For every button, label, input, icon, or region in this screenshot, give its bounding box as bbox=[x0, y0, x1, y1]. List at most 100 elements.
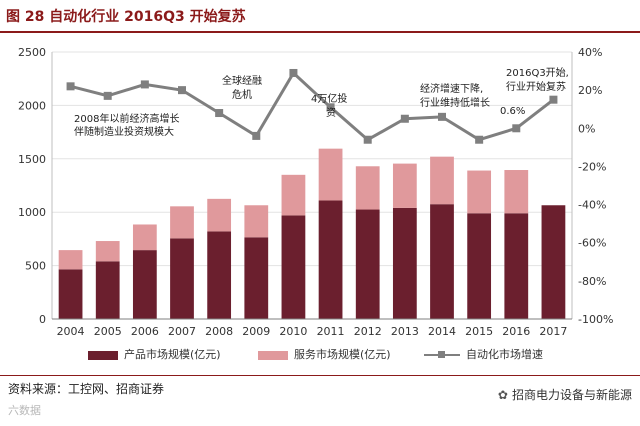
right-tick-label: -100% bbox=[578, 313, 613, 326]
right-tick-label: -60% bbox=[578, 237, 606, 250]
growth-marker bbox=[363, 135, 372, 144]
bar-service bbox=[170, 206, 194, 239]
x-tick-label: 2015 bbox=[465, 325, 493, 338]
legend-label-product: 产品市场规模(亿元) bbox=[124, 348, 221, 361]
legend-swatch-product bbox=[88, 350, 118, 360]
bar-product bbox=[541, 205, 566, 319]
x-tick-label: 2013 bbox=[391, 325, 419, 338]
source-note: 资料来源：工控网、招商证券 bbox=[8, 382, 165, 396]
bar-product bbox=[170, 238, 194, 319]
growth-marker bbox=[549, 95, 558, 104]
bar-product bbox=[392, 207, 417, 319]
bar-product bbox=[504, 213, 529, 319]
growth-marker bbox=[512, 124, 521, 133]
annotation-value: 0.6% bbox=[500, 106, 525, 117]
bar-product bbox=[355, 209, 380, 319]
wechat-icon: ✿ bbox=[497, 388, 508, 402]
annotation-2008-line1: 2008年以前经济高增长 bbox=[74, 112, 179, 125]
bar-service bbox=[355, 166, 380, 210]
bar-service bbox=[318, 148, 343, 201]
annotation-crisis-line2: 危机 bbox=[232, 88, 252, 101]
bar-product bbox=[430, 204, 454, 319]
x-tick-label: 2005 bbox=[94, 325, 122, 338]
bar-service bbox=[504, 170, 529, 214]
annotation-slowdown-line1: 经济增速下降, bbox=[420, 82, 483, 95]
legend-label-service: 服务市场规模(亿元) bbox=[294, 348, 391, 361]
growth-marker bbox=[400, 114, 409, 123]
growth-polyline bbox=[70, 70, 555, 142]
bar-service bbox=[392, 163, 417, 208]
source-rule bbox=[0, 375, 640, 376]
bar-product bbox=[244, 237, 269, 319]
growth-marker bbox=[438, 112, 446, 121]
title-rule bbox=[0, 31, 640, 33]
x-tick-label: 2006 bbox=[131, 325, 159, 338]
bar-product bbox=[281, 215, 306, 319]
left-tick-label: 500 bbox=[25, 260, 46, 273]
growth-marker bbox=[178, 86, 186, 95]
right-tick-label: 40% bbox=[578, 46, 602, 59]
watermark: 六数据 bbox=[8, 404, 41, 417]
growth-marker bbox=[289, 68, 298, 77]
brand-label: ✿ 招商电力设备与新能源 bbox=[498, 386, 632, 403]
growth-marker bbox=[475, 135, 484, 144]
left-tick-label: 1000 bbox=[18, 206, 46, 219]
x-tick-label: 2012 bbox=[354, 325, 382, 338]
x-tick-label: 2004 bbox=[57, 325, 85, 338]
chart-svg: 0 500 1000 1500 2000 2500 40% 20% 0% -20% -40% -60%… bbox=[18, 46, 613, 338]
growth-marker bbox=[66, 82, 75, 91]
bar-service bbox=[95, 241, 120, 262]
growth-marker bbox=[215, 109, 224, 118]
bar-product bbox=[318, 200, 343, 319]
axes: 0 500 1000 1500 2000 2500 40% 20% 0% -20% -40% -60%… bbox=[18, 46, 613, 338]
annotation-2008-line2: 伴随制造业投资规模大 bbox=[74, 125, 174, 138]
bar-service bbox=[430, 156, 454, 205]
x-tick-label: 2010 bbox=[279, 325, 307, 338]
annotation-crisis-line1: 全球经融 bbox=[222, 74, 262, 87]
bar-service bbox=[244, 205, 269, 238]
legend-swatch-service bbox=[258, 350, 288, 360]
left-tick-label: 2500 bbox=[18, 46, 46, 59]
right-tick-label: -40% bbox=[578, 199, 606, 212]
annotation-recovery-line1: 2016Q3开始, bbox=[506, 66, 569, 79]
x-tick-label: 2008 bbox=[205, 325, 233, 338]
x-tick-label: 2009 bbox=[242, 325, 270, 338]
x-tick-label: 2011 bbox=[317, 325, 345, 338]
growth-marker bbox=[103, 91, 112, 100]
right-tick-label: 20% bbox=[578, 84, 602, 97]
annotation-recovery-line2: 行业开始复苏 bbox=[506, 80, 566, 93]
title-bar: 图 28 自动化行业 2016Q3 开始复苏 bbox=[0, 0, 640, 30]
left-tick-label: 0 bbox=[39, 313, 46, 326]
brand-text: 招商电力设备与新能源 bbox=[511, 388, 632, 402]
annotation-slowdown-line2: 行业维持低增长 bbox=[420, 96, 490, 109]
bar-service bbox=[207, 198, 232, 232]
left-tick-label: 1500 bbox=[18, 153, 46, 166]
bar-product bbox=[58, 269, 83, 319]
x-tick-label: 2007 bbox=[168, 325, 196, 338]
bar-service bbox=[132, 224, 157, 251]
right-tick-label: 0% bbox=[578, 122, 595, 135]
bar-product bbox=[95, 261, 120, 319]
x-tick-label: 2014 bbox=[428, 325, 456, 338]
bar-product bbox=[132, 250, 157, 319]
bars bbox=[58, 148, 566, 319]
growth-marker bbox=[252, 131, 261, 140]
legend-item-growth: 自动化市场增速 bbox=[424, 346, 543, 362]
x-tick-label: 2017 bbox=[539, 325, 567, 338]
growth-line bbox=[66, 68, 558, 144]
bar-service bbox=[467, 170, 492, 214]
annotation-stimulus-line2: 资 bbox=[326, 107, 336, 119]
legend-item-service: 服务市场规模(亿元) bbox=[258, 346, 391, 362]
bar-product bbox=[207, 231, 232, 319]
legend-item-product: 产品市场规模(亿元) bbox=[88, 346, 221, 362]
legend-line-growth bbox=[424, 350, 460, 360]
bar-product bbox=[467, 213, 492, 319]
legend-label-growth: 自动化市场增速 bbox=[466, 348, 543, 361]
left-tick-label: 2000 bbox=[18, 99, 46, 112]
right-tick-label: -20% bbox=[578, 160, 606, 173]
growth-marker bbox=[326, 103, 335, 112]
bar-service bbox=[58, 250, 83, 270]
x-tick-label: 2016 bbox=[502, 325, 530, 338]
annotation-stimulus-line1: 4万亿投 bbox=[311, 92, 347, 105]
bar-service bbox=[281, 174, 306, 216]
